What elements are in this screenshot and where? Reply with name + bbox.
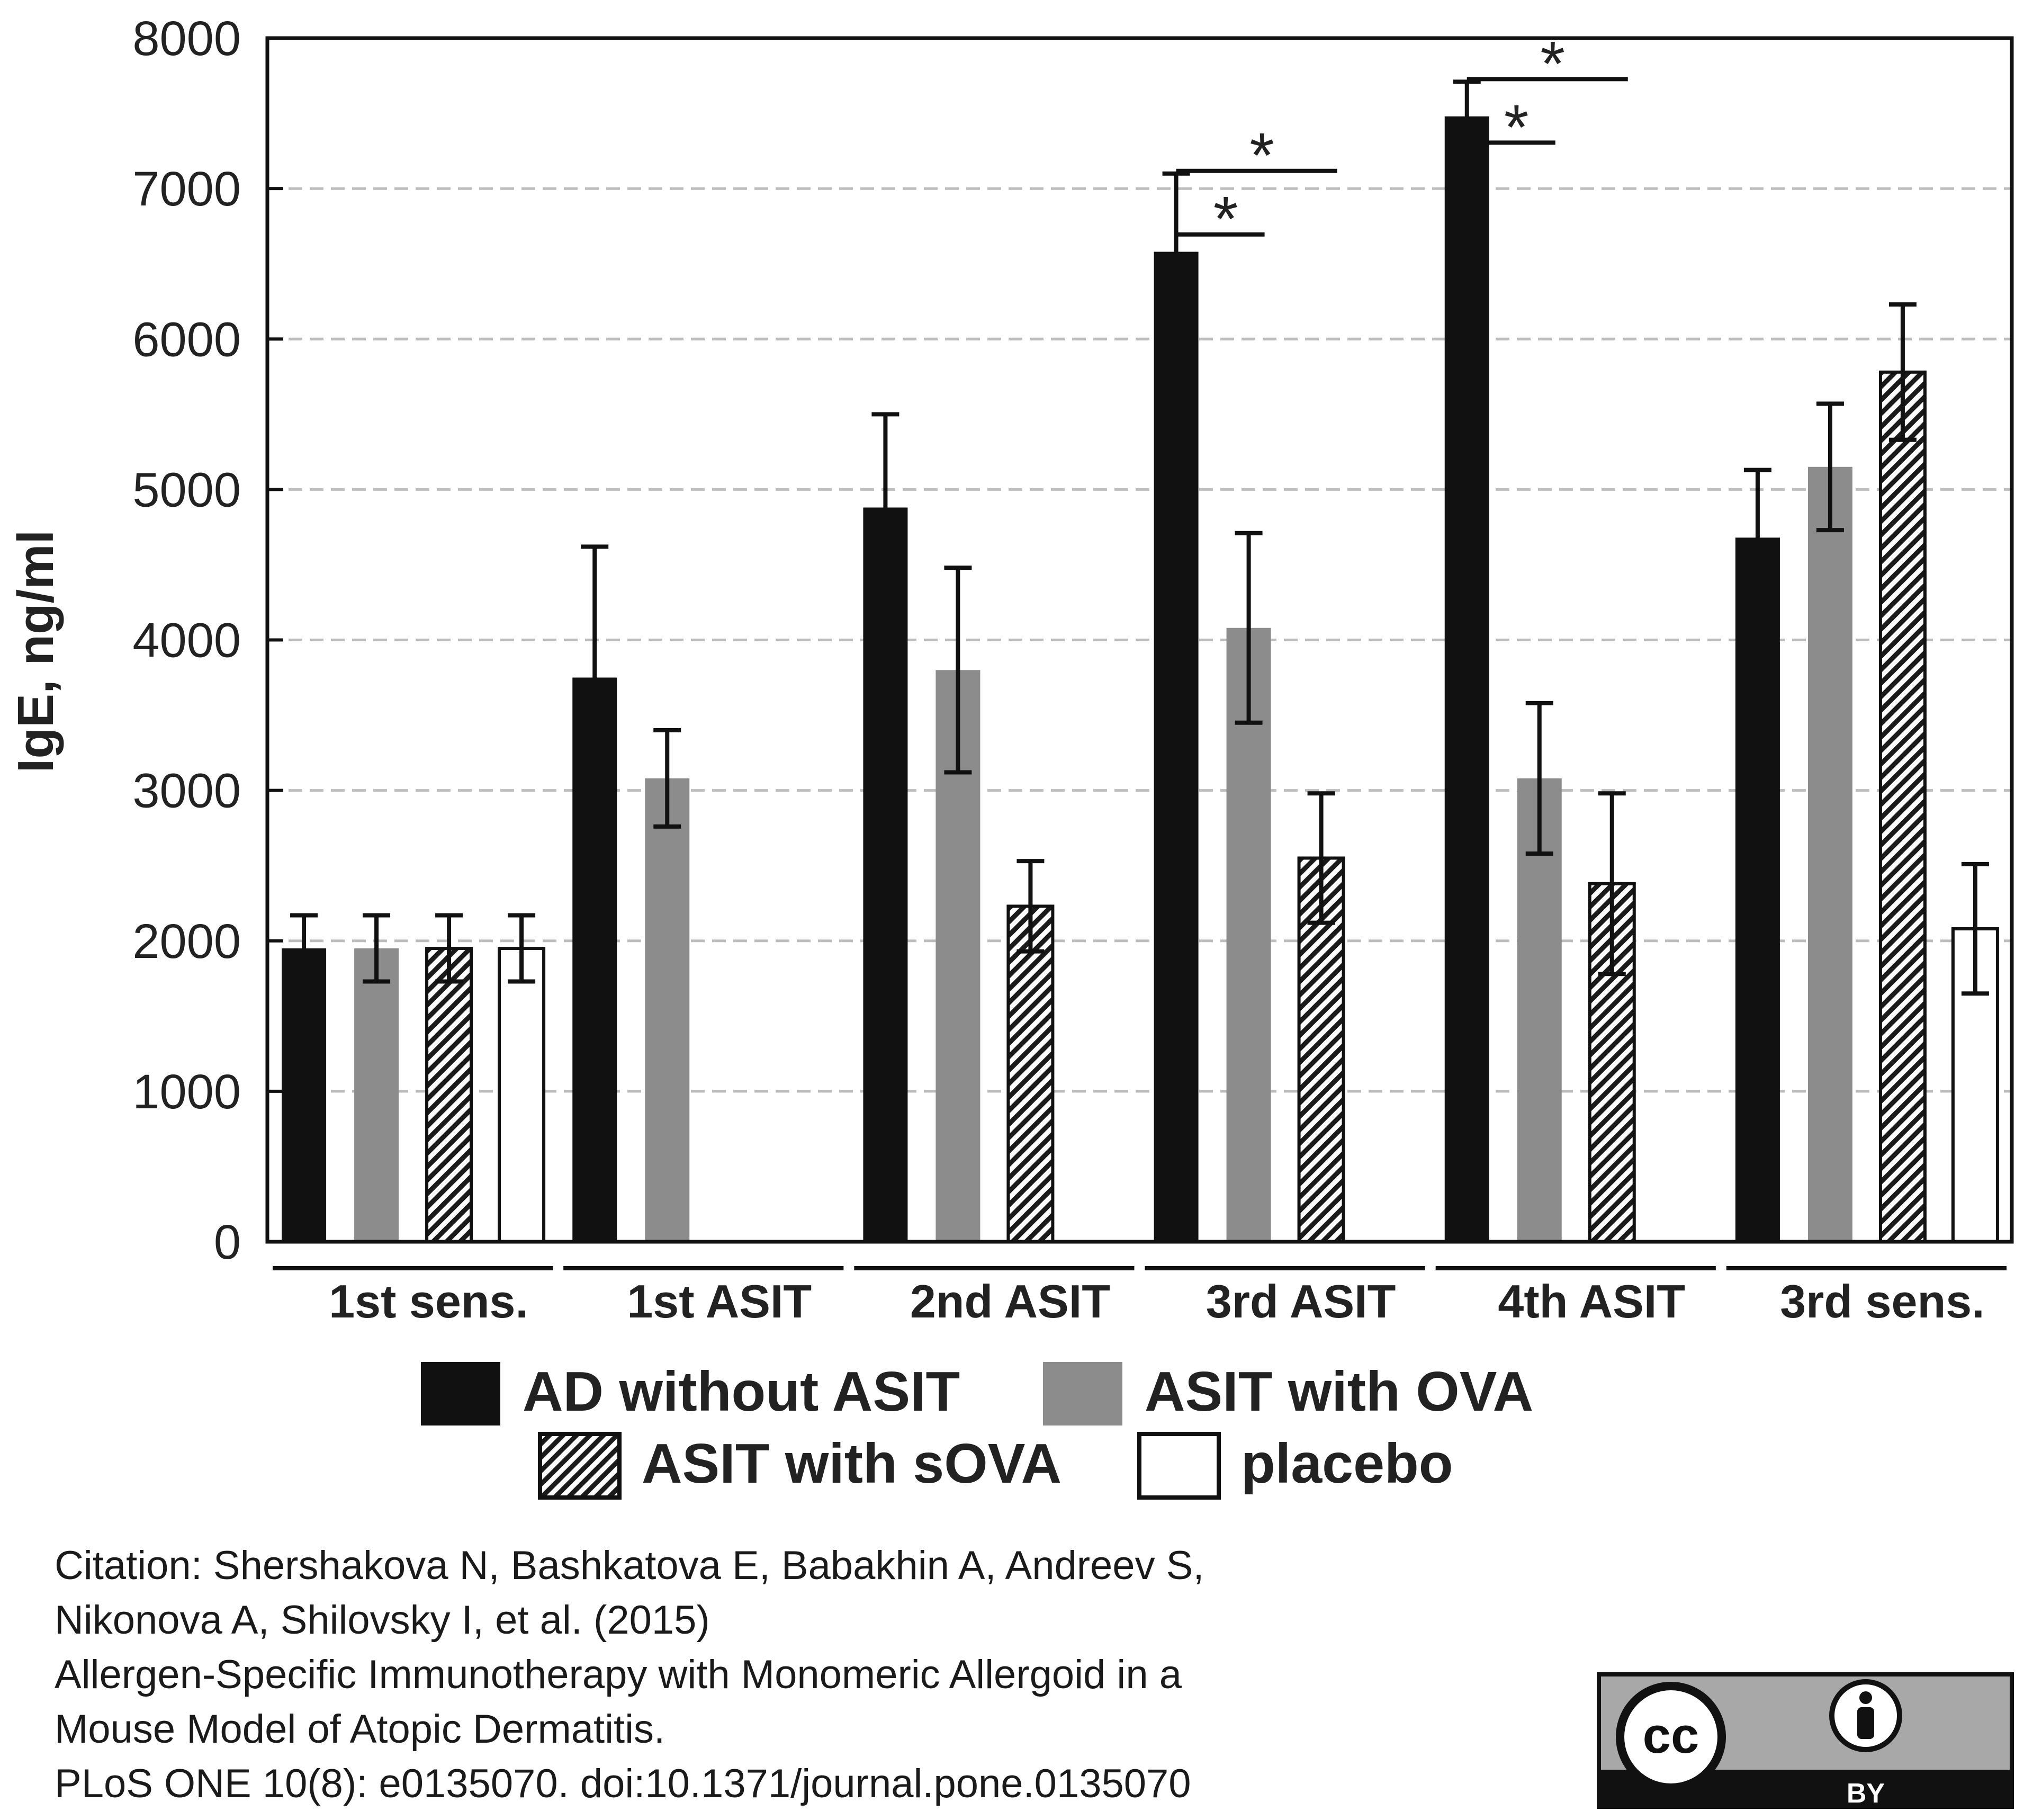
citation-block: Citation: Shershakova N, Bashkatova E, B… <box>55 1538 1579 1811</box>
plot-frame <box>265 36 2014 1244</box>
cc-ring-inner <box>1624 1690 1717 1783</box>
cc-logo-text: cc <box>1643 1707 1699 1764</box>
y-tick-label: 5000 <box>132 463 241 517</box>
citation-line: Citation: Shershakova N, Bashkatova E, B… <box>55 1543 1204 1588</box>
citation-line: PLoS ONE 10(8): e0135070. doi:10.1371/jo… <box>55 1761 1191 1806</box>
y-tick-label: 1000 <box>132 1065 241 1119</box>
bar <box>645 778 690 1242</box>
bar <box>425 946 473 1244</box>
y-tick-label: 3000 <box>132 764 241 818</box>
y-tick-label: 7000 <box>132 162 241 216</box>
bar <box>282 948 327 1242</box>
legend: AD without ASIT ASIT with OVA ASIT with sO… <box>421 1360 1533 1500</box>
x-tick-label: 2nd ASIT <box>910 1275 1110 1328</box>
citation-line: Allergen-Specific Immunotherapy with Mon… <box>55 1652 1182 1697</box>
x-tick-label: 1st sens. <box>329 1275 528 1328</box>
bar <box>1297 856 1345 1243</box>
gridlines <box>267 37 2012 1243</box>
y-tick-label: 8000 <box>132 12 241 66</box>
y-axis-label: IgE, ng/ml <box>7 530 64 773</box>
y-tick-label: 4000 <box>132 614 241 668</box>
legend-label: ASIT with OVA <box>1145 1360 1533 1423</box>
legend-label: AD without ASIT <box>523 1360 960 1423</box>
x-tick-label: 3rd sens. <box>1780 1275 1984 1328</box>
y-tick-label: 6000 <box>132 312 241 366</box>
significance-star: * <box>1213 184 1238 255</box>
citation-line: Mouse Model of Atopic Dermatitis. <box>55 1707 665 1752</box>
bar <box>354 948 399 1242</box>
bar <box>1735 537 1780 1242</box>
cc-by-license-badge[interactable]: cc BY <box>1597 1672 2014 1809</box>
significance-star: * <box>1504 92 1529 163</box>
x-tick-label: 3rd ASIT <box>1206 1275 1396 1328</box>
bar <box>498 946 546 1244</box>
error-bars <box>290 79 1989 996</box>
x-category-groups: 1st sens. 1st ASIT 2nd ASIT 3rd ASIT 4th ASI… <box>273 1266 2007 1328</box>
bar <box>1878 370 1927 1244</box>
by-label: BY <box>1847 1778 1885 1809</box>
citation-line: Nikonova A, Shilovsky I, et al. (2015) <box>55 1598 710 1643</box>
significance-star: * <box>1249 120 1274 191</box>
bar <box>1154 252 1199 1242</box>
significance-annotations: ** ** <box>1176 28 1628 255</box>
bar <box>863 507 908 1242</box>
y-tick-labels: 0 1000 2000 3000 4000 5000 6000 7000 8000 <box>132 12 241 1269</box>
legend-swatch <box>421 1362 500 1425</box>
bar <box>1226 627 1271 1242</box>
bar <box>1807 467 1852 1242</box>
y-tick-label: 2000 <box>132 915 241 969</box>
person-icon <box>1829 1679 1902 1752</box>
legend-label: ASIT with sOVA <box>642 1432 1062 1495</box>
bar <box>1444 116 1489 1242</box>
bar <box>1006 904 1055 1243</box>
legend-label: placebo <box>1241 1432 1453 1495</box>
x-tick-label: 4th ASIT <box>1498 1275 1685 1328</box>
legend-swatch <box>1137 1432 1221 1500</box>
y-tick-label: 0 <box>214 1215 241 1269</box>
bars <box>282 116 1999 1244</box>
legend-swatch <box>538 1432 622 1500</box>
x-tick-label: 1st ASIT <box>627 1275 812 1328</box>
legend-swatch <box>1043 1362 1122 1425</box>
significance-star: * <box>1540 28 1565 99</box>
